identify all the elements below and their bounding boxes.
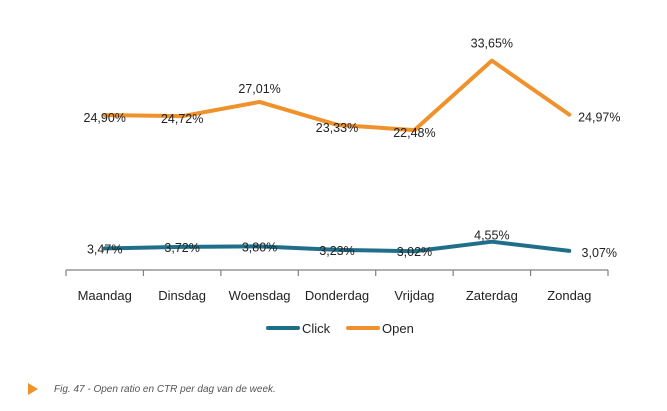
data-label: 3,02% [397,245,432,259]
x-axis: Maandag Dinsdag Woensdag Donderdag Vrijdag Za… [65,269,609,303]
data-label: 23,33% [316,121,358,135]
caption-triangle-icon [28,383,38,395]
data-labels: 3,47% 3,72% 3,80% 3,23% 3,02% 4,55% 3,07% 24,90… [84,37,621,260]
data-label: 24,90% [84,111,126,125]
legend-label-click: Click [302,321,331,336]
data-label: 33,65% [471,37,513,51]
data-label: 27,01% [238,82,280,96]
x-tick-label: Donderdag [305,288,369,303]
data-label: 4,55% [474,229,509,243]
x-tick-label: Vrijdag [394,288,434,303]
data-label: 24,97% [578,111,620,125]
series-line-click [102,239,572,254]
line-chart: Maandag Dinsdag Woensdag Donderdag Vrijdag Za… [65,37,621,336]
x-tick-label: Maandag [78,288,132,303]
legend: Click Open [266,321,414,336]
figure-caption: Fig. 47 - Open ratio en CTR per dag van … [28,383,276,395]
x-tick-label: Woensdag [229,288,291,303]
data-label: 22,48% [393,126,435,140]
data-label: 3,07% [582,246,617,260]
series-line-open [102,58,572,133]
x-tick-label: Dinsdag [158,288,206,303]
data-label: 3,23% [319,244,354,258]
x-tick-label: Zondag [547,288,591,303]
data-label: 24,72% [161,112,203,126]
series-lines [102,58,572,254]
data-label: 3,80% [242,240,277,254]
data-label: 3,47% [87,242,122,256]
legend-label-open: Open [382,321,414,336]
caption-text: Fig. 47 - Open ratio en CTR per dag van … [54,383,276,395]
data-label: 3,72% [164,241,199,255]
x-tick-label: Zaterdag [466,288,518,303]
